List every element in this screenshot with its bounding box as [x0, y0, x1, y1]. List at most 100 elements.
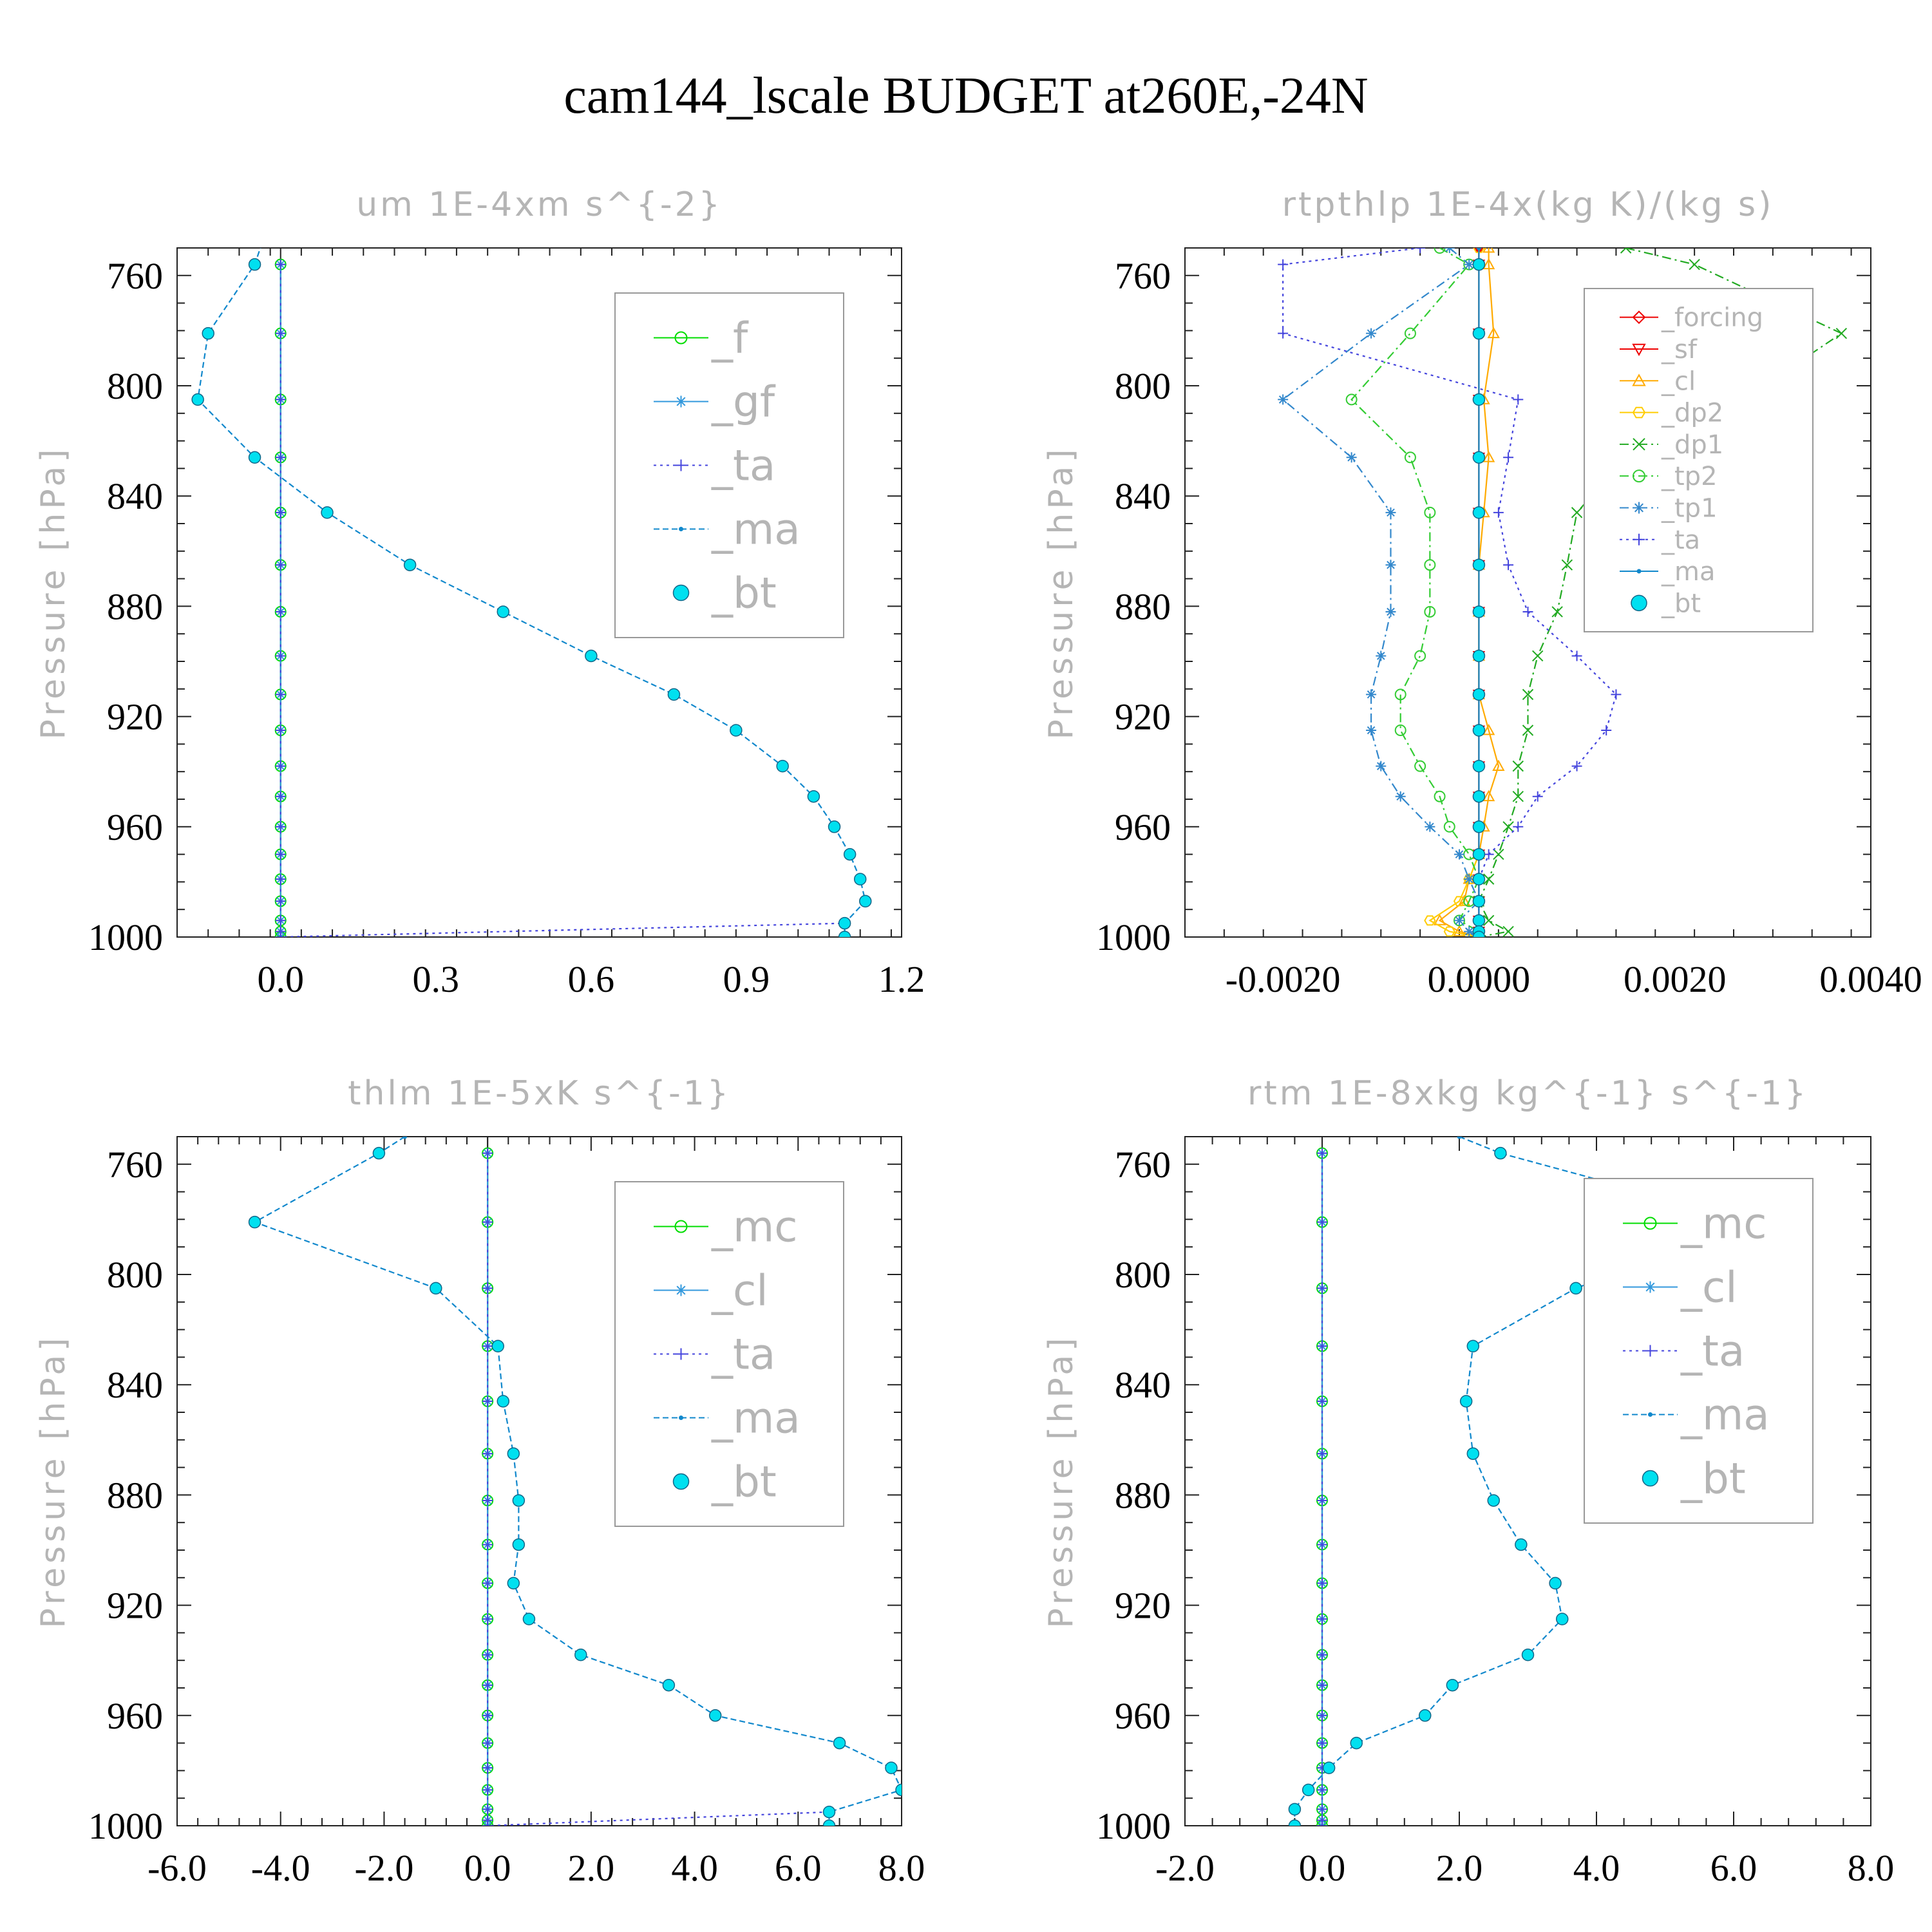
legend-label: _cl [711, 1266, 768, 1316]
data-point-cl [1482, 248, 1495, 253]
data-point-ta [1317, 1738, 1327, 1748]
data-point-ta [482, 1578, 493, 1589]
data-point-ta [275, 874, 286, 885]
data-point-bt [1322, 1761, 1336, 1774]
x-tick-label: 6.0 [775, 1847, 822, 1889]
legend-marker-dp2 [1632, 406, 1646, 419]
data-point-bt [491, 1340, 504, 1353]
data-point-tp1 [1385, 507, 1396, 518]
y-axis-label: Pressure [hPa] [1042, 446, 1081, 740]
data-point-ta [482, 1448, 493, 1459]
data-point-bt [776, 759, 789, 773]
x-tick-label: -0.0020 [1226, 958, 1341, 1000]
data-point-bt [895, 1783, 902, 1797]
data-point-bt [1472, 605, 1486, 618]
data-point-ta [275, 725, 286, 735]
legend-marker-cl [675, 1284, 687, 1296]
data-point-ta [275, 650, 286, 661]
data-point-bt [708, 1709, 722, 1722]
data-point-bt [885, 1761, 898, 1774]
legend-marker-ta [675, 459, 687, 471]
data-point-sf [1475, 248, 1483, 255]
legend-label: _cl [1661, 366, 1696, 396]
data-point-bt [833, 1736, 846, 1750]
data-point-cl [1453, 925, 1466, 936]
data-point-ta [1317, 1680, 1327, 1690]
data-point-tp1 [1464, 259, 1475, 270]
legend-marker-bt [672, 584, 690, 601]
y-tick-label: 760 [107, 255, 163, 297]
data-point-ta [1601, 725, 1612, 735]
data-point-bt [1472, 820, 1486, 833]
panel-1: um 1E-4xm s^{-2} Pressure [hPa] 760 800 840 8… [34, 185, 925, 1000]
data-point-tp2 [1345, 393, 1358, 406]
data-point-dp1 [1689, 258, 1700, 270]
y-tick-label: 1000 [88, 916, 163, 958]
data-point-bt [838, 916, 851, 930]
legend-label: _cl [1680, 1263, 1738, 1312]
data-point-tp1 [1278, 394, 1289, 405]
legend-marker-ma [679, 1416, 683, 1420]
data-point-ta [482, 1785, 493, 1795]
data-point-bt [807, 790, 820, 803]
legend-label: _ma [1680, 1390, 1770, 1440]
legend-marker-dp1 [1633, 438, 1645, 451]
data-point-ta [275, 328, 286, 339]
series-group [248, 1137, 902, 1826]
data-point-ta [1513, 394, 1524, 405]
y-tick-label: 960 [1115, 806, 1171, 848]
x-tick-label: 0.0 [257, 958, 304, 1000]
x-tick-label: 0.0000 [1428, 958, 1531, 1000]
legend-label: _tp1 [1661, 493, 1718, 523]
y-tick-label: 1000 [1096, 916, 1171, 958]
y-tick-label: 800 [1115, 1254, 1171, 1296]
y-tick-label: 880 [107, 1474, 163, 1516]
data-point-tp1 [1366, 725, 1377, 735]
y-tick-label: 960 [107, 1695, 163, 1737]
data-point-ta [482, 1217, 493, 1227]
legend-label: _tp2 [1661, 462, 1718, 491]
data-point-ta [482, 1495, 493, 1506]
panel-2: rtpthlp 1E-4x(kg K)/(kg s) Pressure [hPa]… [1042, 185, 1922, 1000]
data-point-ta [482, 1396, 493, 1406]
y-axis-label: Pressure [hPa] [1042, 1334, 1081, 1629]
data-point-bt [1288, 1803, 1302, 1816]
data-point-ta [275, 560, 286, 571]
data-point-bt [662, 1678, 676, 1692]
legend-label: _bt [711, 1457, 777, 1507]
x-tick-label: -4.0 [251, 1847, 310, 1889]
legend-label: _ma [1661, 557, 1715, 587]
y-tick-label: 760 [107, 1144, 163, 1186]
panel-title: um 1E-4xm s^{-2} [356, 185, 723, 224]
data-point-dp1 [1561, 559, 1573, 571]
x-tick-label: 6.0 [1710, 1847, 1757, 1889]
legend-marker-ta [675, 1348, 687, 1360]
legend-marker-ta [1644, 1345, 1656, 1357]
data-point-ta [1317, 1821, 1327, 1826]
data-point-dp1 [1571, 507, 1583, 518]
legend-label: _bt [711, 569, 777, 618]
data-point-dp1 [1482, 914, 1495, 927]
data-point-ta [482, 1649, 493, 1660]
data-point-ta [1317, 1785, 1327, 1795]
y-tick-label: 840 [1115, 475, 1171, 517]
series-group [1278, 248, 1848, 937]
data-point-cl [1457, 895, 1471, 906]
x-tick-label: -6.0 [147, 1847, 207, 1889]
data-point-bt [1472, 790, 1486, 803]
data-point-bt [1472, 649, 1486, 663]
legend-marker-tp1 [1633, 502, 1645, 514]
data-point-bt [248, 451, 261, 464]
data-point-bt [1556, 1613, 1569, 1625]
plot-frame [176, 1136, 902, 1826]
x-tick-label: -2.0 [1155, 1847, 1215, 1889]
data-point-ta [1317, 1495, 1327, 1506]
x-tick-label: 0.0 [464, 1847, 511, 1889]
data-point-cl [1487, 327, 1500, 339]
data-point-bt [1521, 1648, 1535, 1662]
x-tick-label: 1.2 [878, 958, 925, 1000]
legend-label: _forcing [1661, 303, 1763, 333]
data-point-ta [1317, 1341, 1327, 1352]
panel-title: thlm 1E-5xK s^{-1} [348, 1074, 731, 1113]
data-point-ta [482, 1763, 493, 1774]
